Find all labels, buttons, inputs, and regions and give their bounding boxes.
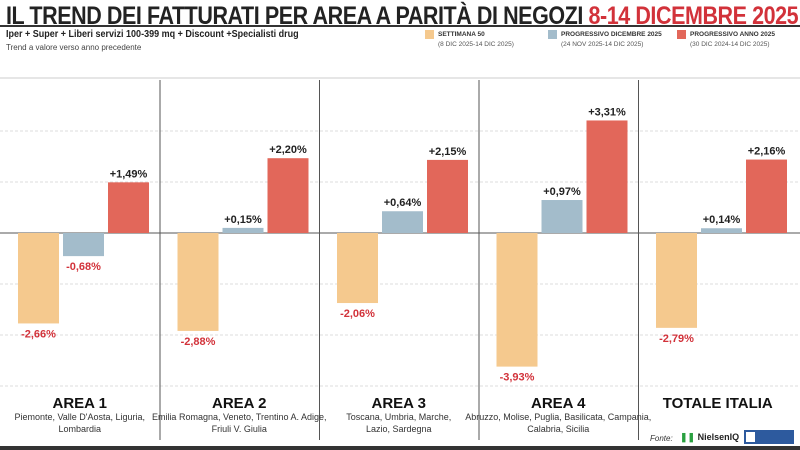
publisher-logo [744,430,794,444]
legend-swatch [677,30,686,39]
bar-anno [108,182,149,233]
data-label: +0,15% [224,214,262,226]
bar-anno [267,158,309,233]
legend-label: PROGRESSIVO ANNO 2025 [690,31,776,38]
category-regions: Friuli V. Giulia [212,424,267,434]
legend-label: PROGRESSIVO DICEMBRE 2025 [561,31,662,38]
data-label: +1,49% [110,168,148,180]
legend-swatch [425,30,434,39]
bar-settimana [496,233,538,367]
data-label: +2,20% [269,144,307,156]
subtitle: Iper + Super + Liberi servizi 100-399 mq… [6,29,299,40]
category-label: AREA 4 [531,395,586,412]
category-regions: Abruzzo, Molise, Puglia, Basilicata, Cam… [465,412,651,422]
data-label: +3,31% [588,106,626,118]
nielseniq-logo: ❚❚ NielsenIQ [680,432,740,442]
category-label: AREA 2 [212,395,266,412]
category-label: AREA 3 [372,395,426,412]
category-label: AREA 1 [53,395,107,412]
bar-anno [427,159,468,233]
data-label: +2,15% [429,146,467,158]
bar-settimana [18,233,59,324]
category-regions: Emilia Romagna, Veneto, Trentino A. Adig… [152,412,327,422]
bar-dicembre [63,233,104,257]
category-regions: Calabria, Sicilia [527,424,589,434]
data-label: -2,66% [21,328,56,340]
bottom-rule [0,446,800,450]
category-regions: Piemonte, Valle D'Aosta, Liguria, [14,412,145,422]
nielseniq-text: NielsenIQ [697,432,740,442]
category-regions: Lazio, Sardegna [366,424,432,434]
bar-dicembre [222,227,264,233]
legend-swatch [548,30,557,39]
legend-dates: (30 DIC 2024-14 DIC 2025) [690,41,770,48]
data-label: -0,68% [66,261,101,273]
data-label: +2,16% [748,146,786,158]
data-label: -3,93% [500,372,535,384]
data-label: +0,97% [543,186,581,198]
data-label: -2,06% [340,308,375,320]
category-label: TOTALE ITALIA [663,395,773,412]
title-rule [0,25,800,27]
data-label: -2,79% [659,333,694,345]
data-label: -2,88% [181,336,216,348]
bar-settimana [337,233,378,304]
bar-dicembre [541,200,583,233]
data-label: +0,14% [703,214,741,226]
category-regions: Toscana, Umbria, Marche, [346,412,451,422]
bar-settimana [177,233,219,331]
note: Trend a valore verso anno precedente [6,43,142,52]
source-label: Fonte: [650,434,673,443]
category-regions: Lombardia [58,424,101,434]
bar-settimana [656,233,697,328]
bar-dicembre [701,228,742,233]
legend-label: SETTIMANA 50 [438,31,485,38]
bar-dicembre [382,211,423,233]
bar-anno [746,159,787,233]
legend-dates: (8 DIC 2025-14 DIC 2025) [438,41,514,48]
data-label: +0,64% [384,197,422,209]
legend-dates: (24 NOV 2025-14 DIC 2025) [561,41,644,48]
bar-anno [586,120,628,233]
